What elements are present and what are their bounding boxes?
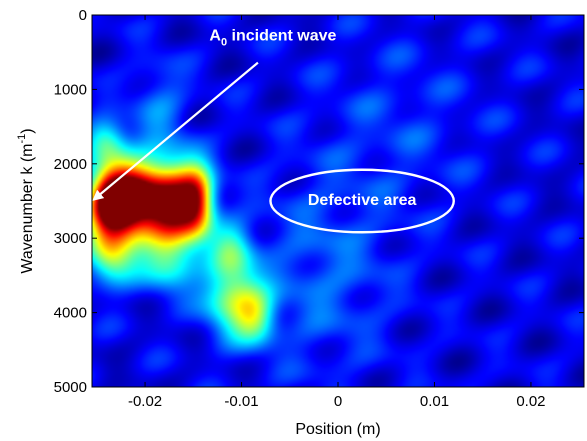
incident-wave-subscript: 0 (221, 37, 227, 49)
y-tick-label: 2000 (54, 156, 87, 173)
y-axis-label: Wavenumber k (m-1) (16, 128, 36, 273)
x-axis-label: Position (m) (295, 421, 380, 438)
y-tick-label: 3000 (54, 230, 87, 247)
heatmap-image (92, 15, 584, 387)
x-tick-label: 0.02 (516, 393, 545, 410)
x-tick-label: 0 (334, 393, 342, 410)
y-tick-label: 0 (79, 7, 87, 24)
y-tick-label: 5000 (54, 379, 87, 396)
x-tick-label: -0.02 (128, 393, 162, 410)
defective-area-label: Defective area (308, 192, 417, 209)
incident-wave-arrow (92, 61, 259, 201)
x-tick-label: 0.01 (420, 393, 449, 410)
incident-wave-label: A0 incident wave (209, 28, 336, 49)
y-tick-label: 1000 (54, 81, 87, 98)
y-tick-label: 4000 (54, 305, 87, 322)
y-axis-label-superscript: -1 (16, 134, 28, 144)
x-tick-label: -0.01 (224, 393, 258, 410)
defective-area-ellipse (269, 168, 455, 234)
